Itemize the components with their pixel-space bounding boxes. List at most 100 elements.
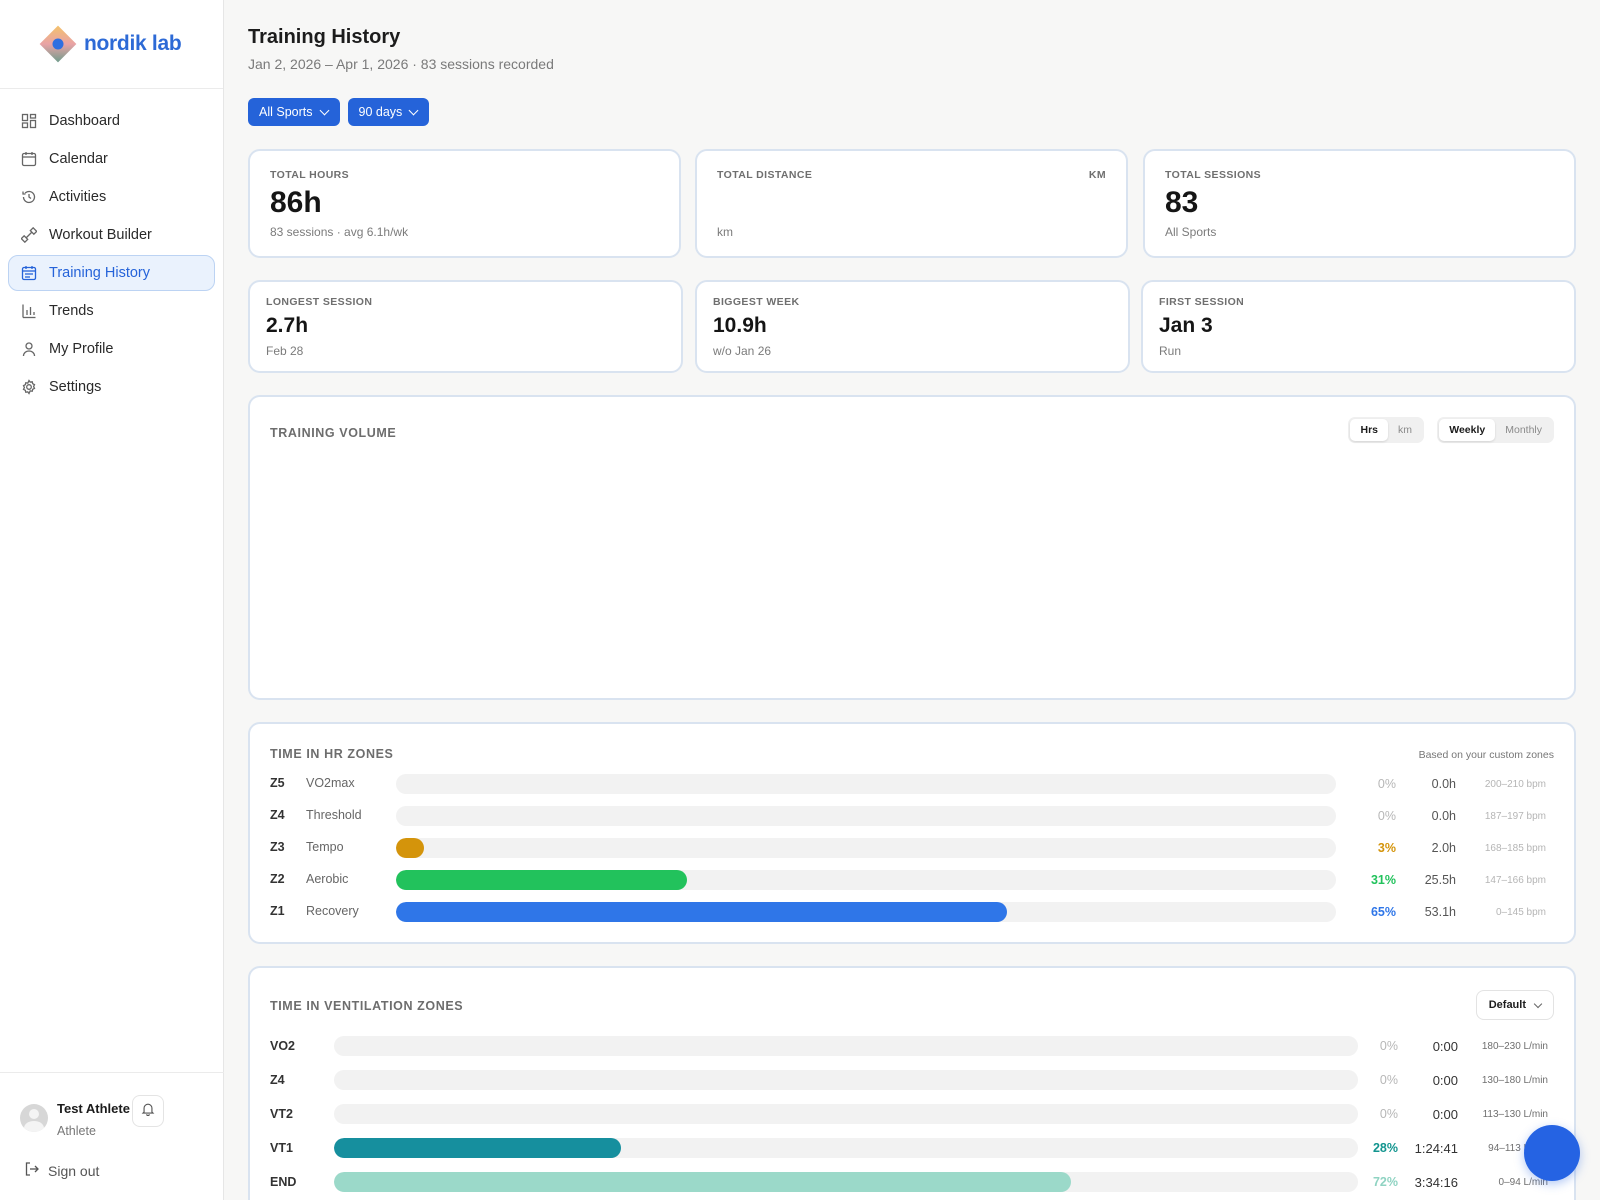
sidebar-item-label: My Profile	[49, 341, 114, 357]
history-icon	[21, 189, 37, 205]
zone-code: Z4	[270, 808, 285, 822]
user-icon	[21, 341, 37, 357]
ventilation-zone-row: Z4 0% 0:00 130–180 L/min	[270, 1070, 1556, 1090]
range-filter-label: 90 days	[358, 105, 403, 119]
zone-range: 168–185 bpm	[1484, 843, 1546, 854]
zone-range: 0–145 bpm	[1495, 907, 1546, 918]
unit-toggle-hrs[interactable]: Hrs	[1350, 419, 1388, 441]
stat-unit: KM	[1088, 169, 1106, 181]
avatar	[20, 1104, 48, 1132]
hr-zone-row: Z1 Recovery 65% 53.1h 0–145 bpm	[270, 902, 1556, 922]
zone-bar-track	[396, 838, 1336, 858]
zone-range: 130–180 L/min	[1481, 1075, 1548, 1086]
stat-card-total-hours: TOTAL HOURS 86h 83 sessions · avg 6.1h/w…	[248, 149, 681, 258]
sidebar-item-label: Training History	[49, 265, 150, 281]
range-filter-dropdown[interactable]: 90 days	[347, 98, 430, 126]
notifications-button[interactable]	[132, 1095, 164, 1127]
zone-bar-fill	[396, 870, 688, 890]
sidebar-nav: Dashboard Calendar Activities Workout Bu…	[0, 89, 223, 405]
sign-out-label: Sign out	[48, 1162, 100, 1179]
brand-logo[interactable]: nordik lab	[0, 0, 223, 89]
stat-card-first-session: FIRST SESSION Jan 3 Run	[1141, 280, 1576, 373]
training-volume-card: TRAINING VOLUME Hrs km Weekly Monthly	[248, 395, 1576, 700]
stat-value: 2.7h	[266, 314, 309, 337]
sport-filter-dropdown[interactable]: All Sports	[248, 98, 340, 126]
sidebar-item-training-history[interactable]: Training History	[8, 255, 215, 291]
sidebar-item-label: Activities	[49, 189, 107, 205]
stat-value: 10.9h	[713, 314, 767, 337]
user-role: Athlete	[57, 1124, 96, 1138]
zone-percent: 65%	[1370, 905, 1396, 919]
zone-percent: 0%	[1379, 1073, 1398, 1087]
zone-code: Z5	[270, 776, 285, 790]
logo-mark-icon	[36, 22, 80, 66]
sidebar-item-settings[interactable]: Settings	[8, 369, 215, 405]
zone-bar-fill	[396, 902, 1007, 922]
zone-hours: 25.5h	[1424, 873, 1456, 887]
zone-bar-fill	[334, 1172, 1072, 1192]
zone-percent: 72%	[1372, 1175, 1398, 1189]
sidebar-item-activities[interactable]: Activities	[8, 179, 215, 215]
sidebar-item-trends[interactable]: Trends	[8, 293, 215, 329]
zone-bar-track	[334, 1036, 1358, 1056]
sidebar: nordik lab Dashboard Calendar Activities…	[0, 0, 224, 1200]
hr-zone-row: Z5 VO2max 0% 0.0h 200–210 bpm	[270, 774, 1556, 794]
ventilation-zones-card: TIME IN VENTILATION ZONES Default VO2 0% 0…	[248, 966, 1576, 1200]
zone-time: 0:00	[1432, 1107, 1458, 1122]
zone-percent: 28%	[1372, 1141, 1398, 1155]
user-info: Test Athlete Athlete	[57, 1095, 130, 1138]
stat-sub: w/o Jan 26	[713, 344, 772, 358]
zone-hours: 0.0h	[1431, 809, 1456, 823]
unit-toggle-km[interactable]: km	[1398, 424, 1412, 436]
zone-name: Tempo	[306, 840, 344, 854]
stat-sub: Feb 28	[266, 344, 304, 358]
zone-range: 187–197 bpm	[1484, 811, 1546, 822]
zone-hours: 53.1h	[1424, 905, 1456, 919]
ventilation-zones-dropdown[interactable]: Default	[1475, 990, 1554, 1020]
zone-time: 1:24:41	[1414, 1141, 1458, 1156]
hr-zones-card: TIME IN HR ZONES Based on your custom zo…	[248, 722, 1576, 944]
stat-sub: All Sports	[1165, 225, 1217, 239]
stat-sub: km	[717, 225, 733, 239]
ventilation-zone-row: VO2 0% 0:00 180–230 L/min	[270, 1036, 1556, 1056]
sidebar-item-calendar[interactable]: Calendar	[8, 141, 215, 177]
stat-card-total-distance: TOTAL DISTANCE KM km	[695, 149, 1128, 258]
hr-zone-row: Z3 Tempo 3% 2.0h 168–185 bpm	[270, 838, 1556, 858]
period-toggle-monthly[interactable]: Monthly	[1505, 424, 1542, 436]
unit-toggle: Hrs km	[1348, 417, 1424, 443]
hr-zone-row: Z2 Aerobic 31% 25.5h 147–166 bpm	[270, 870, 1556, 890]
hr-zone-row: Z4 Threshold 0% 0.0h 187–197 bpm	[270, 806, 1556, 826]
chevron-down-icon	[408, 105, 419, 115]
sidebar-item-dashboard[interactable]: Dashboard	[8, 103, 215, 139]
zone-bar-track	[334, 1070, 1358, 1090]
zone-bar-track	[396, 806, 1336, 826]
sign-out-button[interactable]: Sign out	[24, 1161, 99, 1180]
zone-range: 147–166 bpm	[1484, 875, 1546, 886]
calendar-list-icon	[21, 265, 37, 281]
calendar-icon	[21, 151, 37, 167]
hr-zones-note: Based on your custom zones	[1418, 749, 1554, 761]
period-toggle-weekly[interactable]: Weekly	[1439, 419, 1496, 441]
floating-action-button[interactable]	[1524, 1125, 1580, 1181]
sidebar-item-my-profile[interactable]: My Profile	[8, 331, 215, 367]
zone-name: Aerobic	[306, 872, 349, 886]
stat-sub: 83 sessions · avg 6.1h/wk	[270, 225, 409, 239]
bell-icon	[141, 1102, 155, 1121]
user-profile[interactable]: Test Athlete Athlete	[20, 1095, 164, 1138]
sign-out-icon	[24, 1161, 48, 1180]
zone-bar-fill	[334, 1138, 621, 1158]
stat-card-total-sessions: TOTAL SESSIONS 83 All Sports	[1143, 149, 1576, 258]
zone-range: 200–210 bpm	[1484, 779, 1546, 790]
sport-filter-label: All Sports	[259, 105, 313, 119]
stat-label: FIRST SESSION	[1159, 296, 1245, 308]
chevron-down-icon	[1533, 999, 1543, 1008]
sidebar-item-workout-builder[interactable]: Workout Builder	[8, 217, 215, 253]
zone-time: 0:00	[1432, 1039, 1458, 1054]
zone-bar-track	[396, 870, 1336, 890]
section-title: TIME IN HR ZONES	[270, 747, 394, 761]
stat-label: TOTAL HOURS	[270, 169, 350, 181]
dumbbell-icon	[21, 227, 37, 243]
zone-percent: 0%	[1379, 1107, 1398, 1121]
section-title: TRAINING VOLUME	[270, 426, 397, 440]
zone-code: Z1	[270, 904, 285, 918]
